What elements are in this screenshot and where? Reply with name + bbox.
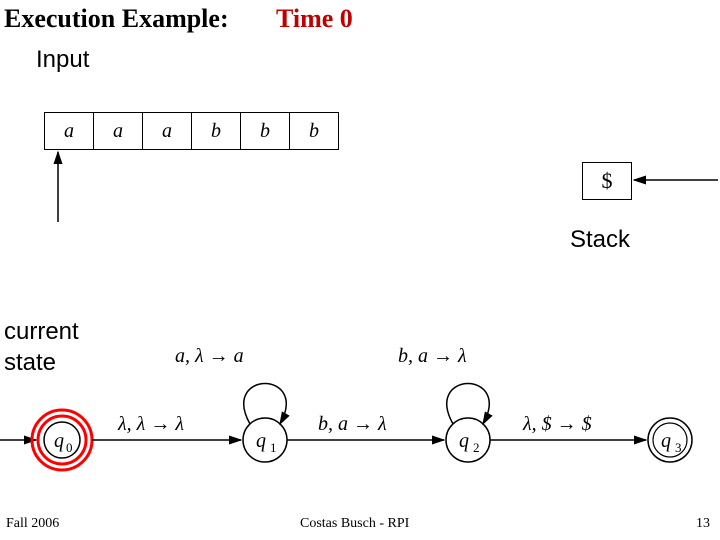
- diagram-svg: q 0 q 1 q 2 q 3 λ, λ → λ b, a → λ λ, $ →…: [0, 0, 720, 540]
- svg-text:0: 0: [66, 440, 73, 455]
- svg-text:q: q: [54, 430, 64, 452]
- svg-text:q: q: [256, 430, 266, 452]
- loop-q1-label: a, λ → a: [175, 345, 244, 367]
- svg-text:q: q: [459, 430, 469, 452]
- svg-text:3: 3: [675, 440, 682, 455]
- svg-text:1: 1: [270, 440, 277, 455]
- loop-q2-label: b, a → λ: [398, 345, 467, 367]
- svg-text:q: q: [661, 430, 671, 452]
- state-q0: q 0: [32, 410, 92, 470]
- edge-q2-q3-label: λ, $ → $: [522, 413, 592, 435]
- svg-text:2: 2: [473, 440, 480, 455]
- edge-q1-q2-label: b, a → λ: [318, 413, 387, 435]
- state-q3: q 3: [648, 418, 692, 462]
- edge-q0-q1-label: λ, λ → λ: [117, 413, 184, 435]
- state-q1: q 1: [243, 418, 287, 462]
- state-q2: q 2: [446, 418, 490, 462]
